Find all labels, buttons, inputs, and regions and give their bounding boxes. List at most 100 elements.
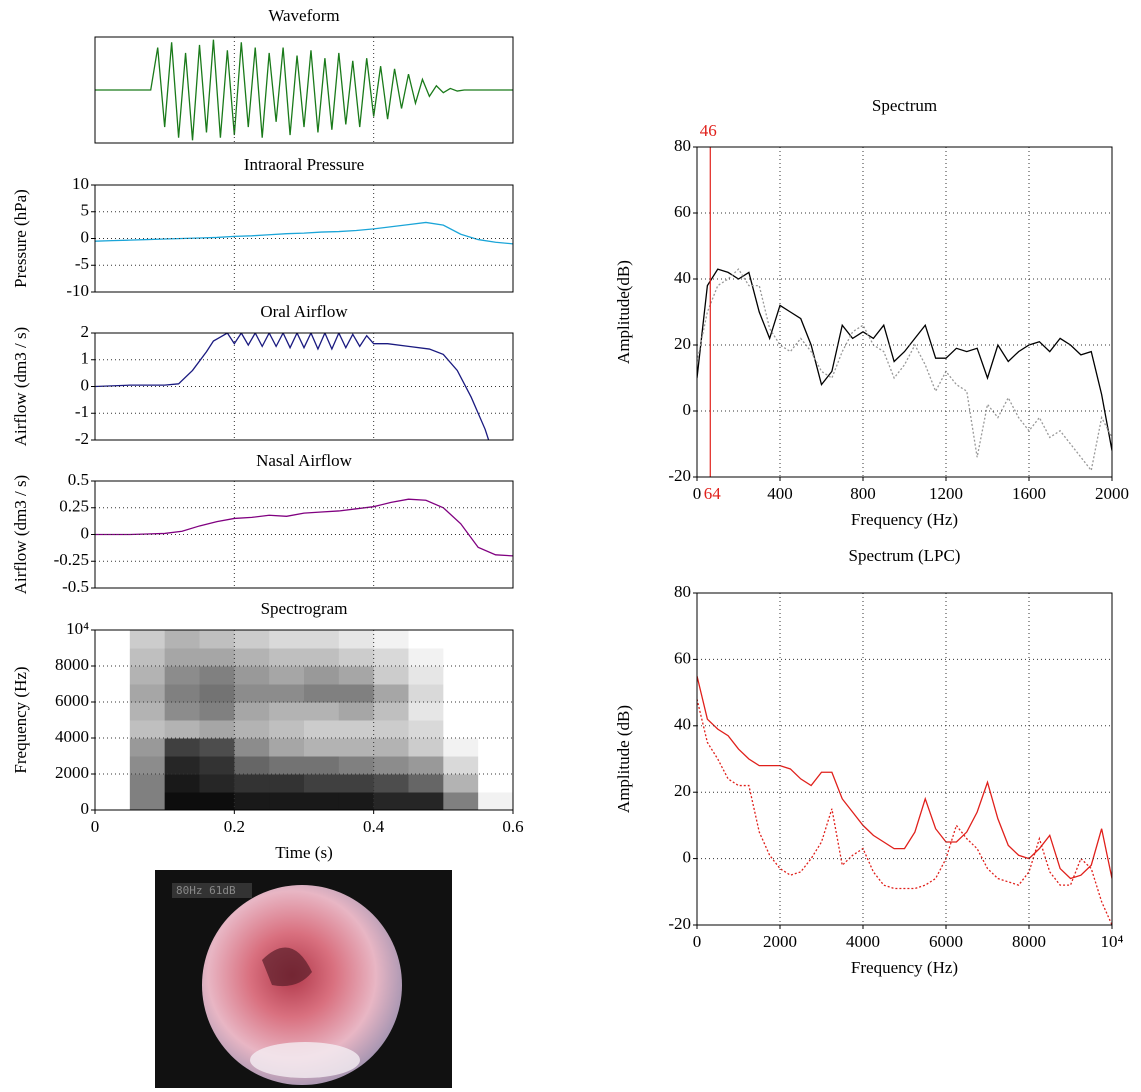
y-tick-label: 60 [674,202,691,221]
y-tick-label: 40 [674,268,691,287]
spectrogram-cell [443,774,479,793]
spectrogram-cell [304,774,340,793]
spectrogram-cell [269,756,305,775]
cursor-top-label: 46 [700,121,717,140]
spectrogram-cell [129,756,166,775]
image-scope [202,885,402,1085]
spectrogram-cell [408,702,444,721]
spectrogram-cell [304,702,340,721]
spectrogram-cell [338,648,375,667]
y-axis-label: Amplitude(dB) [614,260,633,364]
spectrogram-cell [129,774,166,793]
spectrogram-cell [234,630,270,649]
y-tick-label: 0.5 [68,470,89,489]
spectrogram-cell [199,720,235,739]
spectrogram-cell [129,792,166,810]
spectrogram-cell [269,666,305,685]
plot [697,268,1112,472]
y-tick-label: -10 [66,281,89,300]
y-tick-label: 60 [674,648,691,667]
spectrogram-cell [234,702,270,721]
spectrogram-cell [443,792,479,810]
y-tick-label: 0 [81,227,90,246]
spectrogram-cell [408,630,444,649]
x-tick-label: 0 [91,817,100,836]
spectrogram-cell [234,792,270,810]
spectrogram-cell [199,774,235,793]
spectrogram-cell [443,756,479,775]
spectrogram-cell [478,702,513,721]
spectrogram-cell [373,720,409,739]
spectrogram-cell [373,756,409,775]
spectrogram-cell [478,738,513,757]
y-tick-label: -2 [75,429,89,448]
spectrogram-cell [164,738,200,757]
spectrogram-cell [234,720,270,739]
spectrogram-cell [199,738,235,757]
spectrogram-cell [443,648,479,667]
plot [95,333,490,440]
plot [95,39,513,141]
spectrogram-cell [199,684,235,703]
spectrogram-cell [95,720,131,739]
y-tick-label: 2 [81,322,90,341]
spectrogram-cell [478,720,513,739]
y-tick-label: 6000 [55,691,89,710]
spectrogram-cell [164,774,200,793]
y-tick-label: 0.25 [59,497,89,516]
spectrogram-cell [408,684,444,703]
spectrogram-cell [269,702,305,721]
x-tick-label: 0.6 [502,817,523,836]
spectrogram-cell [95,648,131,667]
spectrogram-cell [129,630,166,649]
y-axis-label: Pressure (hPa) [11,189,30,288]
y-tick-label: -5 [75,254,89,273]
spectrogram-cell [408,738,444,757]
spectrogram-cell [129,738,166,757]
spectrogram-cell [95,702,131,721]
plot [697,675,1112,925]
spectrogram-cell [234,666,270,685]
plot-frame [94,36,514,144]
spectrogram-cell [269,720,305,739]
spectrogram-cell [408,720,444,739]
spectrogram-cell [129,648,166,667]
spectrogram-cell [304,756,340,775]
spectrogram-cell [304,630,340,649]
spectrogram-cell [408,792,444,810]
y-tick-label: 10⁴ [66,619,89,638]
spectrogram-cell [373,738,409,757]
spectrogram-cell [443,630,479,649]
spectrogram-cell [478,792,513,810]
x-axis-label: Frequency (Hz) [851,958,958,977]
y-axis-label: Airflow (dm3 / s) [11,475,30,594]
series-line [95,221,513,245]
endoscope-image: 80Hz 61dB [155,870,452,1088]
spectrogram-cell [199,666,235,685]
spectrogram-cell [373,666,409,685]
spectrogram-cell [443,702,479,721]
spectrogram-cell [408,666,444,685]
y-tick-label: 80 [674,582,691,601]
y-tick-label: 10 [72,174,89,193]
spectrogram-cell [95,630,131,649]
chart-title: Intraoral Pressure [244,155,364,174]
chart: Waveform [94,6,514,144]
spectrogram-cell [443,684,479,703]
chart-title: Spectrum (LPC) [849,546,961,565]
plot [95,630,513,810]
spectrogram-cell [304,684,340,703]
cursor-label: 64 [704,484,722,503]
series-line [697,268,1112,472]
spectrogram-cell [373,792,409,810]
y-tick-label: 20 [674,334,691,353]
overlay-text: 80Hz 61dB [176,884,236,897]
spectrogram-cell [338,720,375,739]
plot-frame [696,146,1113,478]
spectrogram-cell [478,666,513,685]
chart-title: Nasal Airflow [256,451,353,470]
spectrogram-cell [234,756,270,775]
spectrogram-cell [478,648,513,667]
